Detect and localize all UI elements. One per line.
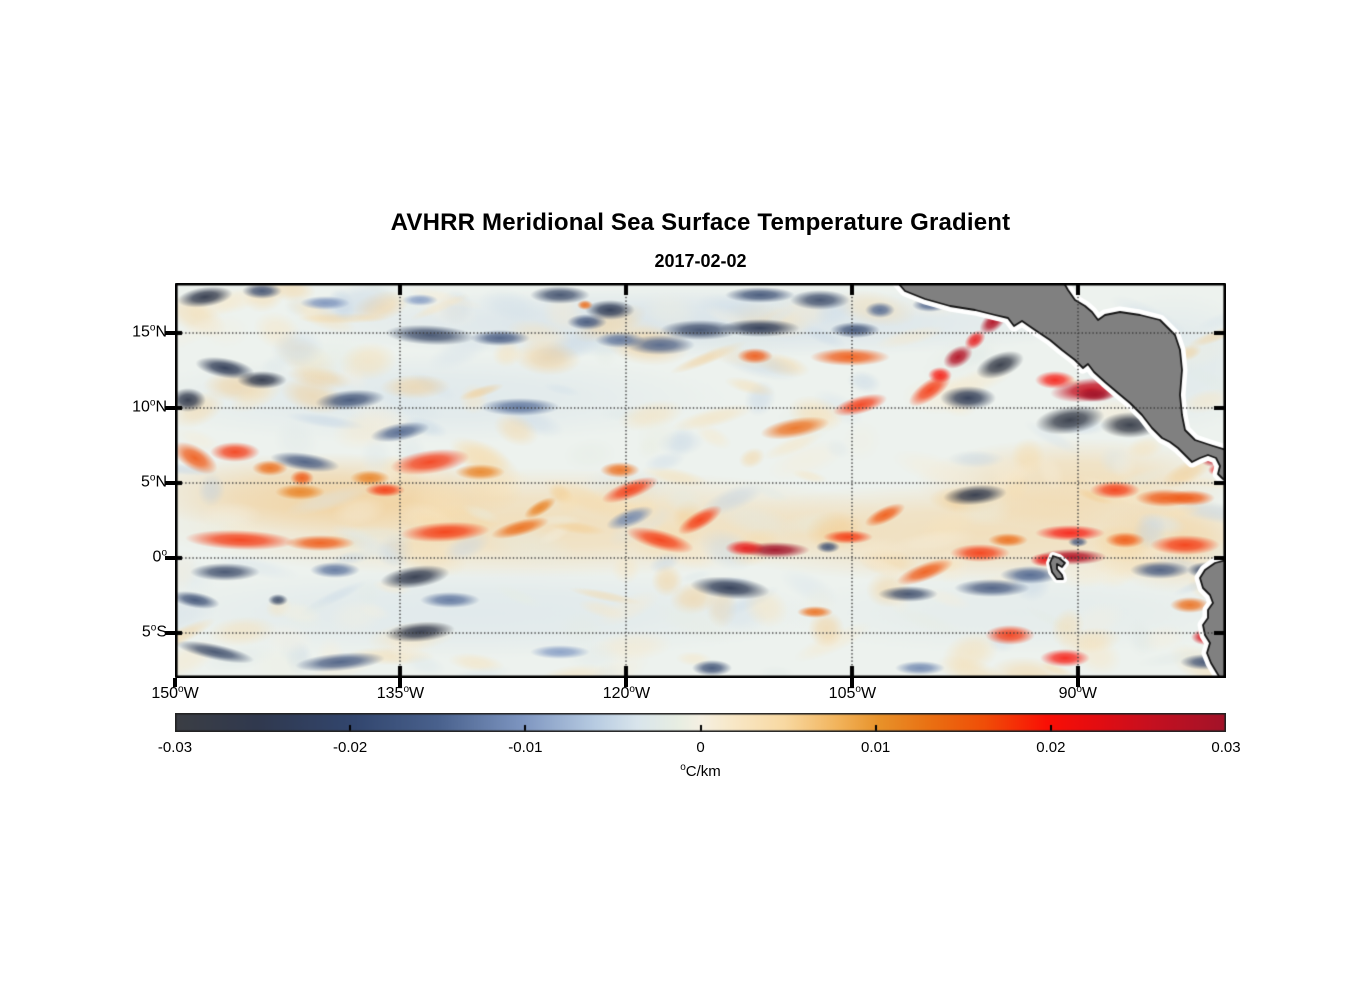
lon-tick-label: 150oW bbox=[151, 684, 199, 702]
unit-text: C/km bbox=[685, 763, 721, 780]
lon-tick-label: 105oW bbox=[828, 684, 877, 702]
map-plot-area bbox=[175, 283, 1226, 678]
colorbar bbox=[175, 713, 1226, 732]
axis-tick bbox=[165, 331, 175, 335]
colorbar-tick-label: 0.02 bbox=[1036, 739, 1066, 756]
colorbar-tick-label: -0.03 bbox=[157, 739, 193, 756]
colorbar-tick-label: 0.01 bbox=[861, 739, 891, 756]
lat-tick-label: 0o bbox=[152, 547, 167, 566]
axis-tick bbox=[165, 406, 175, 411]
axis-tick bbox=[1075, 678, 1080, 687]
colorbar-tick-label: 0.03 bbox=[1211, 739, 1241, 756]
lat-tick-label: 15oN bbox=[132, 322, 167, 341]
colorbar-unit-label: oC/km bbox=[175, 762, 1226, 780]
sst-gradient-map-canvas bbox=[175, 283, 1226, 678]
lat-tick-label: 5oS bbox=[141, 622, 167, 641]
lon-tick-label: 90oW bbox=[1058, 684, 1098, 702]
colorbar-tick-label: -0.01 bbox=[508, 739, 543, 756]
axis-tick bbox=[398, 678, 403, 687]
axis-tick bbox=[165, 555, 175, 560]
axis-tick bbox=[850, 678, 855, 687]
colorbar-canvas bbox=[175, 713, 1226, 732]
axis-tick bbox=[165, 631, 175, 635]
axis-tick bbox=[624, 678, 629, 687]
colorbar-tick-label: 0 bbox=[696, 739, 705, 756]
chart-title: AVHRR Meridional Sea Surface Temperature… bbox=[390, 209, 1011, 236]
lat-tick-label: 10oN bbox=[132, 397, 167, 416]
lat-tick-label: 5oN bbox=[140, 472, 167, 491]
axis-tick bbox=[173, 678, 177, 687]
degree-symbol: o bbox=[680, 762, 686, 773]
chart-date-subtitle: 2017-02-02 bbox=[654, 251, 747, 271]
lon-tick-label: 135oW bbox=[376, 684, 425, 702]
colorbar-tick-label: -0.02 bbox=[333, 739, 368, 756]
axis-tick bbox=[165, 480, 175, 485]
lon-tick-label: 120oW bbox=[602, 684, 651, 702]
